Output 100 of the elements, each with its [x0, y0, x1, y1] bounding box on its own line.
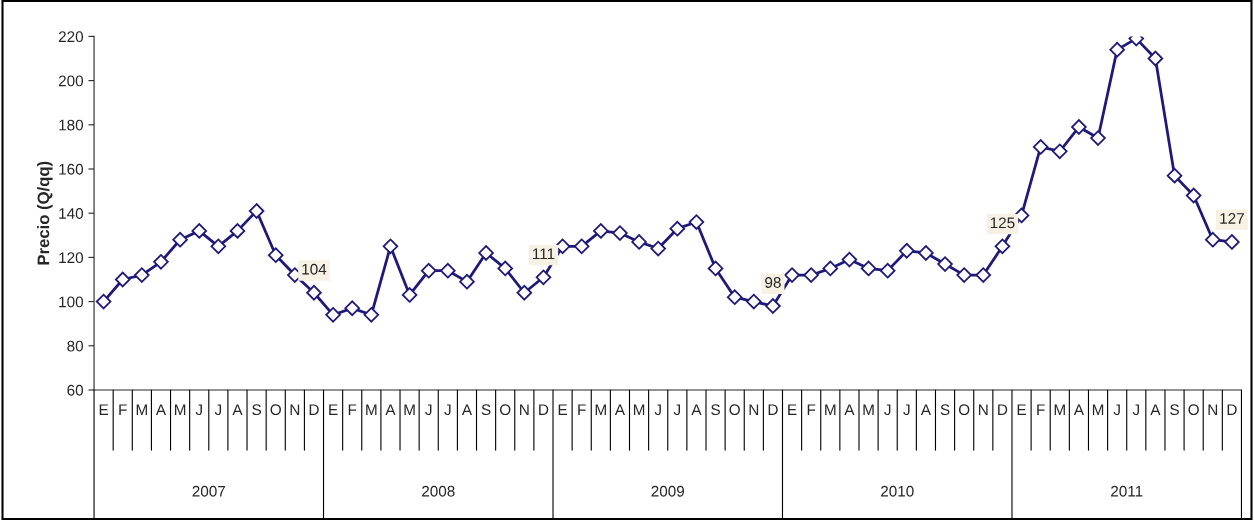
point: [153, 254, 169, 270]
point: [1032, 139, 1049, 155]
x-tick-label: J: [884, 404, 891, 416]
y-axis-title: Precio (Q/qq): [37, 161, 53, 265]
x-tick-label: D: [539, 404, 549, 415]
point: [1204, 231, 1221, 248]
x-tick-label: E: [99, 404, 109, 415]
x-tick-label: F: [578, 404, 586, 415]
text: 2009: [651, 485, 685, 497]
x-tick-label: A: [1073, 404, 1084, 415]
x-tick-label: F: [348, 404, 357, 415]
data-label: 127: [1220, 212, 1244, 224]
point: [401, 287, 418, 303]
x-tick-label: A: [1150, 404, 1161, 415]
point: [344, 300, 360, 317]
x-tick-label: A: [920, 404, 931, 415]
point: [879, 262, 896, 279]
point: [478, 245, 494, 261]
point: [210, 238, 227, 255]
point: [669, 220, 686, 237]
text: 2010: [881, 485, 914, 497]
x-tick-label: O: [958, 404, 970, 416]
point: [803, 267, 819, 283]
point: [784, 267, 800, 283]
x-tick-label: S: [252, 404, 261, 416]
x-tick-label: J: [195, 404, 202, 416]
point: [191, 223, 208, 239]
x-tick-label: O: [729, 404, 740, 416]
x-tick-label: M: [175, 404, 186, 415]
x-tick-label: J: [903, 404, 910, 416]
point: [918, 245, 934, 261]
x-tick-label: D: [309, 404, 319, 415]
x-tick-label: F: [807, 404, 816, 415]
x-tick-label: A: [232, 404, 243, 415]
y-tick-label: 200: [58, 75, 84, 87]
x-tick-label: J: [1132, 404, 1139, 416]
x-tick-label: A: [614, 404, 626, 415]
point: [841, 251, 858, 268]
text: 2011: [1111, 485, 1143, 497]
point: [612, 225, 628, 241]
y-tick-label: 60: [67, 384, 84, 396]
x-tick-label: E: [329, 404, 338, 415]
x-tick-label: M: [1054, 404, 1065, 415]
x-tick-label: J: [444, 404, 451, 416]
point: [516, 284, 533, 301]
point: [382, 238, 399, 255]
x-tick-label: F: [1037, 404, 1045, 415]
x-tick-label: D: [768, 404, 778, 415]
y-tick-label: 160: [59, 163, 84, 175]
point: [172, 231, 188, 248]
x-tick-label: A: [461, 404, 473, 415]
point: [937, 256, 953, 272]
x-tick-label: J: [425, 404, 432, 416]
x-tick-label: A: [691, 404, 702, 415]
point: [707, 260, 724, 277]
data-label: 98: [765, 277, 781, 288]
point: [114, 271, 131, 288]
x-tick-label: J: [673, 404, 680, 416]
x-tick-label: A: [385, 404, 396, 415]
point: [1013, 207, 1030, 224]
point: [1052, 143, 1068, 160]
point: [822, 260, 839, 277]
point: [554, 238, 571, 255]
x-tick-label: J: [214, 404, 222, 416]
point: [631, 234, 647, 250]
point: [650, 240, 666, 257]
x-tick-label: M: [1092, 404, 1104, 415]
point: [899, 242, 915, 259]
x-tick-label: D: [1227, 404, 1237, 415]
point: [229, 223, 246, 239]
point: [765, 298, 781, 314]
x-tick-label: M: [404, 404, 415, 415]
point: [593, 223, 609, 239]
point: [1166, 167, 1183, 184]
point: [440, 262, 456, 279]
point: [248, 203, 265, 219]
x-tick-label: M: [595, 404, 606, 415]
x-tick-label: A: [844, 404, 855, 415]
point: [1071, 119, 1087, 135]
text: 2008: [422, 485, 455, 497]
point: [535, 269, 552, 286]
x-tick-label: A: [155, 404, 167, 415]
point: [363, 307, 380, 323]
text: 2007: [192, 485, 226, 497]
x-tick-label: N: [290, 404, 300, 415]
y-tick-label: 80: [67, 340, 84, 352]
x-tick-label: M: [136, 404, 147, 415]
data-label: 125: [990, 217, 1015, 229]
x-tick-label: F: [119, 404, 127, 415]
point: [573, 238, 590, 255]
point: [497, 260, 513, 277]
point: [1109, 41, 1125, 58]
point: [975, 267, 992, 283]
x-tick-label: M: [633, 404, 645, 415]
x-tick-label: M: [863, 404, 874, 415]
point: [325, 307, 341, 323]
data-label: 104: [302, 263, 327, 275]
point: [420, 262, 437, 279]
x-tick-label: N: [749, 404, 759, 415]
point: [956, 267, 972, 283]
